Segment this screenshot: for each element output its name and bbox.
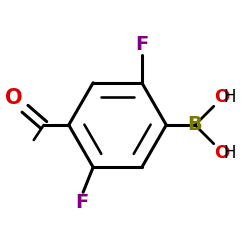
Text: B: B: [188, 116, 202, 134]
Text: O: O: [214, 144, 230, 162]
Text: F: F: [75, 194, 88, 212]
Text: H: H: [223, 88, 236, 106]
Text: H: H: [223, 144, 236, 162]
Text: O: O: [5, 88, 22, 108]
Text: F: F: [135, 35, 148, 54]
Text: O: O: [214, 88, 230, 106]
